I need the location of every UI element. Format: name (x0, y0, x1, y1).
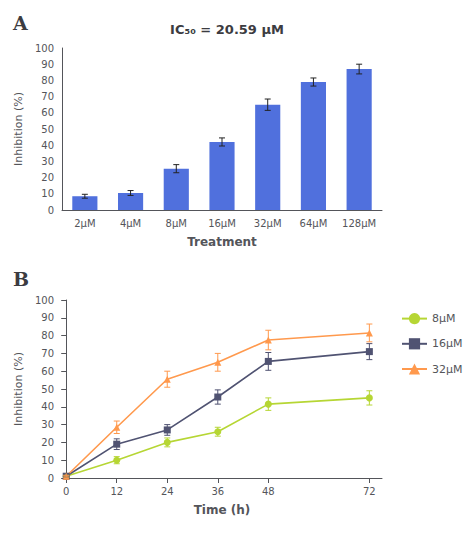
svg-text:50: 50 (41, 384, 54, 395)
svg-text:10: 10 (41, 188, 54, 199)
svg-text:20: 20 (41, 172, 54, 183)
svg-text:80: 80 (41, 75, 54, 86)
svg-text:40: 40 (41, 401, 54, 412)
svg-text:48: 48 (262, 486, 275, 497)
svg-text:100: 100 (35, 295, 54, 306)
svg-text:24: 24 (161, 486, 174, 497)
svg-text:Inhibition (%): Inhibition (%) (12, 352, 25, 426)
svg-text:70: 70 (41, 348, 54, 359)
svg-text:36: 36 (211, 486, 224, 497)
svg-text:100: 100 (35, 43, 54, 54)
svg-text:64μM: 64μM (300, 218, 328, 229)
svg-text:Inhibition (%): Inhibition (%) (12, 92, 25, 166)
svg-text:2μM: 2μM (74, 218, 95, 229)
svg-text:90: 90 (41, 59, 54, 70)
svg-text:128μM: 128μM (342, 218, 376, 229)
svg-text:0: 0 (63, 486, 69, 497)
svg-text:60: 60 (41, 107, 54, 118)
svg-text:40: 40 (41, 140, 54, 151)
svg-text:16μM: 16μM (432, 337, 463, 350)
svg-text:90: 90 (41, 312, 54, 323)
svg-text:Treatment: Treatment (187, 235, 257, 249)
svg-text:8μM: 8μM (432, 312, 456, 325)
svg-text:72: 72 (363, 486, 376, 497)
svg-text:16μM: 16μM (208, 218, 236, 229)
svg-text:4μM: 4μM (120, 218, 141, 229)
svg-text:30: 30 (41, 419, 54, 430)
svg-text:30: 30 (41, 156, 54, 167)
svg-text:Time (h): Time (h) (194, 503, 251, 517)
svg-text:32μM: 32μM (254, 218, 282, 229)
svg-text:8μM: 8μM (166, 218, 187, 229)
svg-text:0: 0 (48, 473, 54, 484)
svg-text:IC₅₀ = 20.59 μM: IC₅₀ = 20.59 μM (170, 22, 284, 37)
svg-text:12: 12 (110, 486, 123, 497)
svg-text:50: 50 (41, 124, 54, 135)
svg-text:B: B (13, 268, 29, 290)
svg-text:32μM: 32μM (432, 363, 463, 376)
svg-text:70: 70 (41, 91, 54, 102)
svg-text:0: 0 (48, 205, 54, 216)
svg-text:60: 60 (41, 366, 54, 377)
svg-text:10: 10 (41, 455, 54, 466)
svg-text:20: 20 (41, 437, 54, 448)
svg-text:A: A (12, 12, 28, 34)
svg-text:80: 80 (41, 330, 54, 341)
